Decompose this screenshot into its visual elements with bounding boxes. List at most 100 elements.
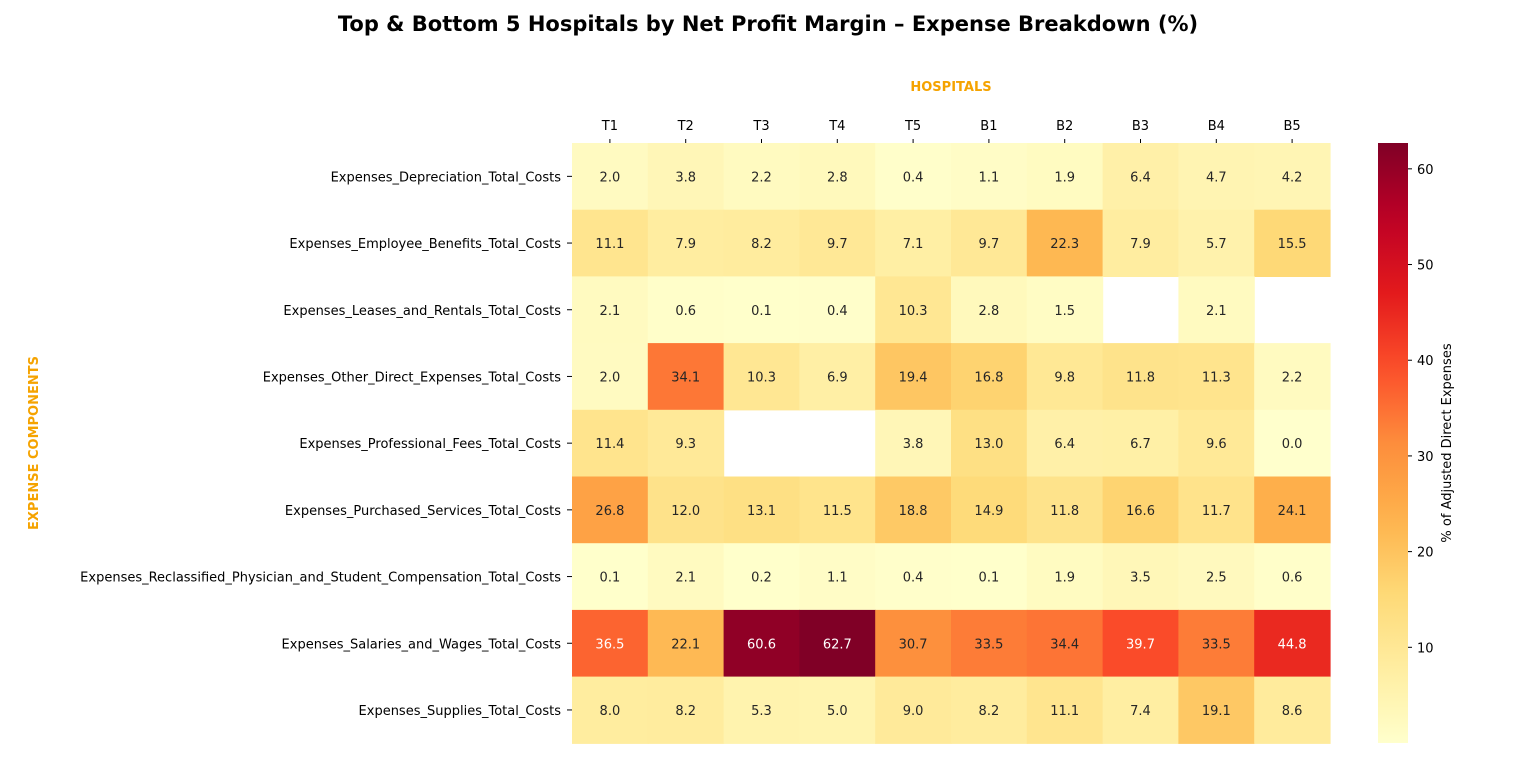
- heatmap-cell: [572, 609, 649, 678]
- cell-value-label: 5.7: [1206, 237, 1227, 252]
- cell-value-label: 0.1: [751, 304, 772, 319]
- heatmap-cell: [647, 143, 725, 211]
- heatmap-cell: [1026, 209, 1104, 277]
- cell-value-label: 11.1: [595, 237, 624, 252]
- row-tick-label: Expenses_Depreciation_Total_Costs: [331, 170, 562, 185]
- cell-value-label: 6.4: [1054, 437, 1075, 452]
- cell-value-label: 14.9: [974, 504, 1003, 519]
- cell-value-label: 4.7: [1206, 170, 1227, 185]
- cell-value-label: 5.3: [751, 704, 772, 719]
- cell-value-label: 16.8: [974, 370, 1003, 385]
- heatmap-cell: [1026, 276, 1104, 344]
- cell-value-label: 7.4: [1130, 704, 1151, 719]
- cell-value-label: 62.7: [823, 637, 852, 652]
- cell-value-label: 2.8: [979, 304, 1000, 319]
- cell-value-label: 19.1: [1202, 704, 1231, 719]
- heatmap-cell: [572, 409, 649, 478]
- heatmap-cell: [1254, 476, 1331, 544]
- heatmap-cell: [951, 276, 1028, 344]
- cell-value-label: 9.3: [675, 437, 696, 452]
- heatmap-cell: [799, 209, 876, 277]
- heatmap-cell: [1254, 676, 1331, 744]
- heatmap-cell: [951, 409, 1028, 478]
- heatmap-cell: [1102, 609, 1179, 678]
- heatmap-cell: [647, 609, 725, 678]
- column-tick-label: T2: [677, 119, 694, 134]
- heatmap-cell: [572, 143, 649, 211]
- heatmap-cell: [951, 676, 1028, 744]
- row-ticks: Expenses_Depreciation_Total_Costs Expense…: [80, 170, 572, 719]
- cell-value-label: 6.9: [827, 370, 848, 385]
- row-tick-label: Expenses_Purchased_Services_Total_Costs: [285, 504, 561, 519]
- heatmap-cell: [951, 343, 1028, 411]
- cell-value-label: 11.1: [1050, 704, 1079, 719]
- cell-value-label: 2.2: [1282, 370, 1303, 385]
- row-tick-label: Expenses_Reclassified_Physician_and_Stud…: [80, 571, 561, 586]
- heatmap-cell: [647, 676, 725, 744]
- cell-value-label: 19.4: [899, 370, 928, 385]
- heatmap-cell: [1254, 609, 1331, 678]
- column-tick-label: T5: [904, 119, 921, 134]
- colorbar-tick-label: 30: [1417, 450, 1434, 465]
- cell-value-label: 6.4: [1130, 170, 1151, 185]
- cell-value-label: 1.9: [1054, 571, 1075, 586]
- cell-value-label: 33.5: [1202, 637, 1231, 652]
- heatmap-cell: [647, 276, 725, 344]
- heatmap-cell: [875, 143, 952, 211]
- cell-value-label: 1.5: [1054, 304, 1075, 319]
- heatmap-cell: [723, 609, 800, 678]
- heatmap-cell: [723, 543, 800, 611]
- cell-value-label: 34.1: [671, 370, 700, 385]
- row-tick-label: Expenses_Salaries_and_Wages_Total_Costs: [282, 637, 562, 652]
- cell-value-label: 9.7: [827, 237, 848, 252]
- cell-value-label: 3.5: [1130, 571, 1151, 586]
- heatmap-cell: [647, 409, 725, 478]
- cell-value-label: 9.6: [1206, 437, 1227, 452]
- cell-value-label: 9.0: [903, 704, 924, 719]
- cell-value-label: 2.0: [600, 370, 621, 385]
- heatmap-cell: [875, 343, 952, 411]
- heatmap-cell: [951, 609, 1028, 678]
- heatmap-cell: [647, 209, 725, 277]
- cell-value-label: 8.6: [1282, 704, 1303, 719]
- column-tick-label: B3: [1132, 119, 1149, 134]
- cell-value-label: 22.3: [1050, 237, 1079, 252]
- heatmap-cell: [1026, 476, 1104, 544]
- heatmap-cell: [572, 209, 649, 277]
- heatmap-cell: [951, 476, 1028, 544]
- heatmap-cell: [1026, 609, 1104, 678]
- heatmap-cell: [1102, 409, 1179, 478]
- heatmap-cell: [1178, 609, 1255, 678]
- row-tick-label: Expenses_Professional_Fees_Total_Costs: [299, 437, 561, 452]
- heatmap-cell: [1102, 209, 1179, 277]
- cell-value-label: 9.7: [979, 237, 1000, 252]
- heatmap-cell: [1102, 676, 1179, 744]
- cell-value-label: 0.1: [600, 571, 621, 586]
- cell-value-label: 0.6: [1282, 571, 1303, 586]
- heatmap-cell: [723, 209, 800, 277]
- cell-value-label: 0.1: [979, 571, 1000, 586]
- column-tick-label: B4: [1208, 119, 1225, 134]
- heatmap-cell: [1026, 143, 1104, 211]
- cell-value-label: 5.0: [827, 704, 848, 719]
- cell-value-label: 1.1: [979, 170, 1000, 185]
- column-tick-label: T3: [752, 119, 769, 134]
- heatmap-cell: [572, 343, 649, 411]
- heatmap-cell: [1026, 543, 1104, 611]
- cell-value-label: 26.8: [595, 504, 624, 519]
- cell-value-label: 8.2: [675, 704, 696, 719]
- heatmap-cell: [1026, 343, 1104, 411]
- x-axis-title: HOSPITALS: [910, 80, 991, 95]
- cell-value-label: 7.9: [1130, 237, 1151, 252]
- heatmap-cell: [647, 543, 725, 611]
- cell-value-label: 11.3: [1202, 370, 1231, 385]
- heatmap-cell: [1254, 143, 1331, 211]
- heatmap-cell: [799, 276, 876, 344]
- heatmap-cell: [647, 476, 725, 544]
- heatmap-cell: [1178, 209, 1255, 277]
- colorbar-gradient: [1378, 143, 1408, 743]
- cell-value-label: 60.6: [747, 637, 776, 652]
- cell-value-label: 0.4: [903, 170, 924, 185]
- cell-value-label: 0.0: [1282, 437, 1303, 452]
- cell-value-label: 11.8: [1126, 370, 1155, 385]
